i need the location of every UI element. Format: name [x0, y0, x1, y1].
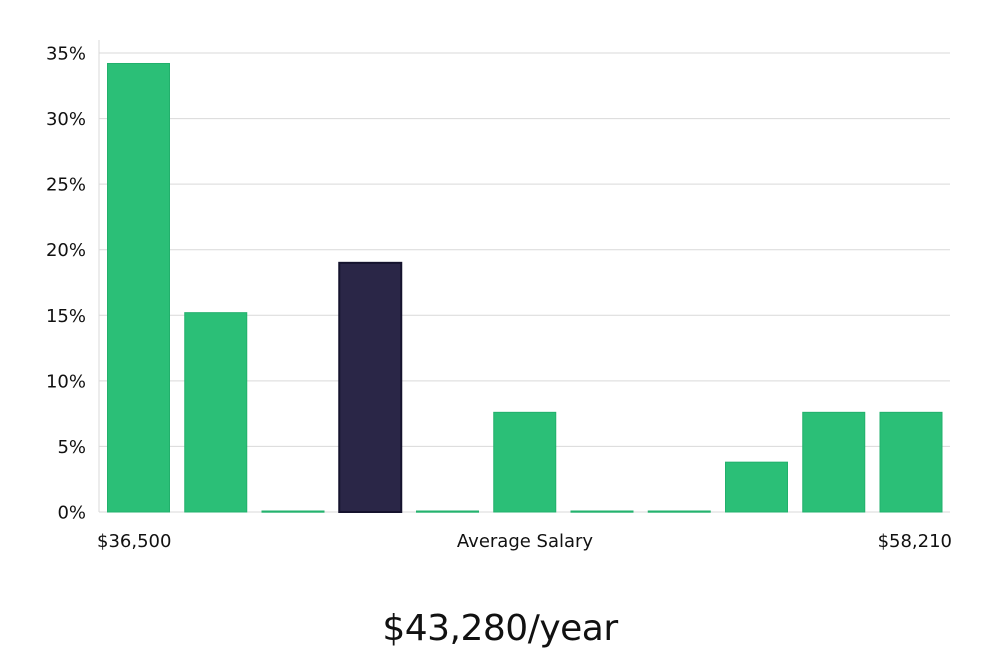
- bar: [184, 312, 248, 513]
- y-tick-label: 30%: [46, 109, 86, 130]
- y-tick-label: 5%: [57, 437, 86, 458]
- y-tick-label: 0%: [57, 503, 86, 524]
- y-tick-label: 20%: [46, 240, 86, 261]
- bar: [802, 411, 866, 513]
- bar: [107, 62, 170, 513]
- y-axis-ticks: 0% 5% 10% 15% 20% 25% 30% 35%: [46, 44, 86, 524]
- x-max-label: $58,210: [878, 531, 952, 552]
- y-tick-label: 25%: [46, 175, 86, 196]
- bar: [570, 510, 634, 513]
- y-tick-label: 15%: [46, 306, 86, 327]
- bar: [416, 510, 479, 513]
- x-min-label: $36,500: [97, 531, 171, 552]
- bar: [647, 510, 711, 513]
- average-salary-value: $43,280/year: [382, 608, 618, 649]
- bar-highlighted: [338, 261, 403, 514]
- y-tick-label: 10%: [46, 371, 86, 392]
- salary-histogram-chart: 0% 5% 10% 15% 20% 25% 30% 35% $36,500 Average S…: [46, 40, 952, 552]
- x-axis-label: Average Salary: [457, 531, 594, 552]
- bar: [725, 461, 788, 513]
- bar: [493, 411, 557, 513]
- bar: [261, 510, 325, 513]
- y-tick-label: 35%: [46, 44, 86, 65]
- bar: [879, 411, 943, 513]
- bars: [107, 62, 943, 514]
